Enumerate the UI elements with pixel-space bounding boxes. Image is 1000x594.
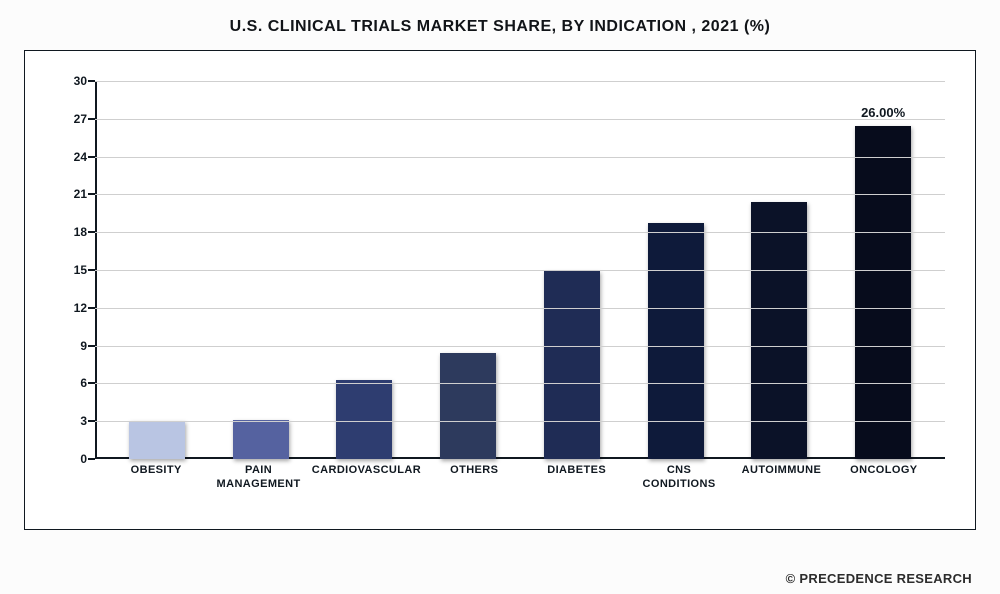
chart-title: U.S. CLINICAL TRIALS MARKET SHARE, BY IN… [24,18,976,36]
y-tick-mark [88,231,95,233]
y-tick-label: 18 [55,225,87,239]
y-tick-label: 0 [55,452,87,466]
y-tick-label: 6 [55,376,87,390]
credit-text: © PRECEDENCE RESEARCH [786,571,972,586]
y-tick-mark [88,118,95,120]
y-tick-label: 24 [55,150,87,164]
grid-line [95,157,945,158]
bar [855,126,911,459]
y-tick-mark [88,156,95,158]
bar [336,380,392,459]
grid-line [95,383,945,384]
bar [544,271,600,459]
bar [440,353,496,459]
chart-container: U.S. CLINICAL TRIALS MARKET SHARE, BY IN… [0,0,1000,594]
bar [648,223,704,459]
grid-line [95,346,945,347]
grid-line [95,232,945,233]
grid-line [95,421,945,422]
x-label: OBESITY [105,464,207,519]
bar [233,420,289,459]
y-tick-label: 12 [55,301,87,315]
x-label: DIABETES [525,464,627,519]
y-tick-mark [88,269,95,271]
x-label: AUTOIMMUNE [730,464,832,519]
plot-area: 26.00% 036912151821242730 [95,81,945,459]
x-labels-group: OBESITYPAIN MANAGEMENTCARDIOVASCULAROTHE… [95,464,945,519]
y-tick-mark [88,382,95,384]
y-tick-label: 30 [55,74,87,88]
y-tick-mark [88,458,95,460]
x-label: PAIN MANAGEMENT [207,464,309,519]
grid-line [95,81,945,82]
y-tick-label: 27 [55,112,87,126]
x-label: ONCOLOGY [833,464,935,519]
chart-frame: 26.00% 036912151821242730 OBESITYPAIN MA… [24,50,976,530]
y-tick-mark [88,80,95,82]
x-label: OTHERS [423,464,525,519]
y-tick-mark [88,420,95,422]
y-tick-mark [88,345,95,347]
grid-line [95,270,945,271]
x-label: CARDIOVASCULAR [310,464,423,519]
y-tick-label: 9 [55,339,87,353]
bar [129,421,185,459]
y-tick-mark [88,307,95,309]
x-label: CNS CONDITIONS [628,464,730,519]
y-tick-label: 15 [55,263,87,277]
grid-line [95,194,945,195]
y-tick-label: 3 [55,414,87,428]
grid-line [95,119,945,120]
grid-line [95,308,945,309]
y-tick-label: 21 [55,187,87,201]
y-tick-mark [88,193,95,195]
